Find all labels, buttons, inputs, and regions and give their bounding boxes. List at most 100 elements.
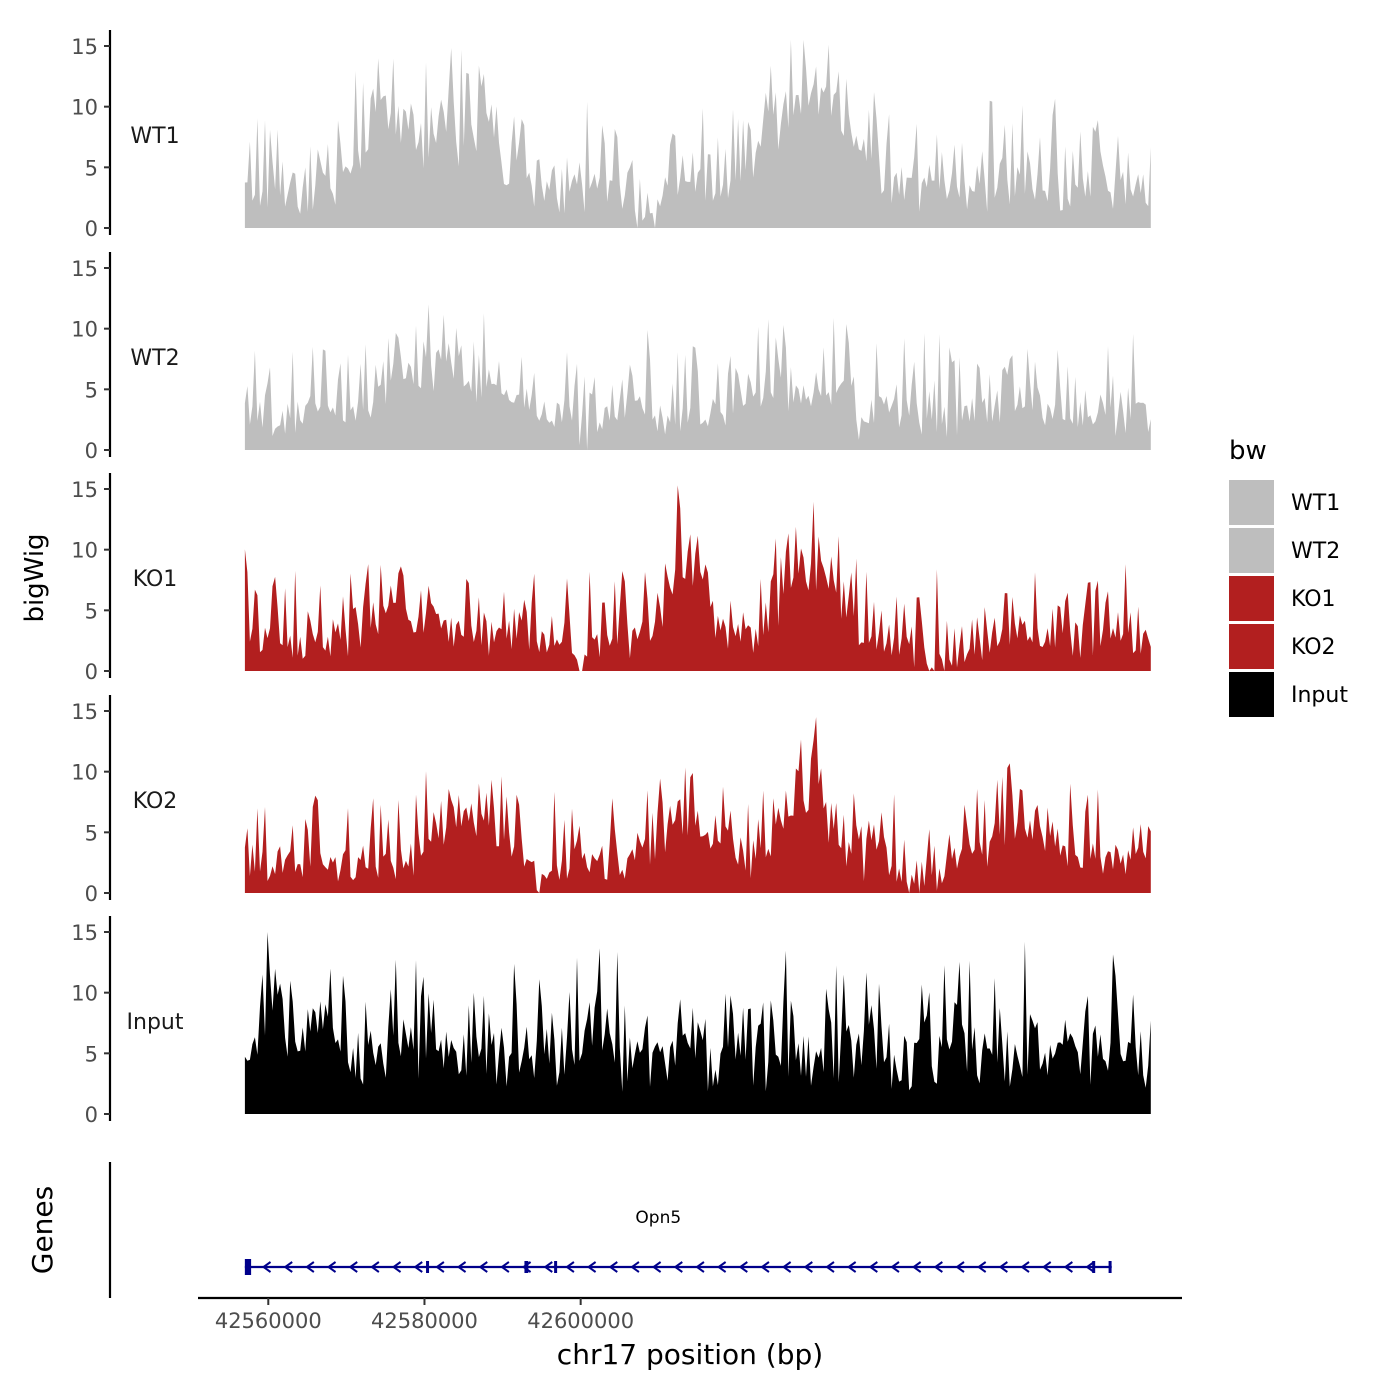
strand-arrow (955, 1261, 965, 1273)
strand-arrow (1063, 1261, 1073, 1273)
x-axis-title: chr17 position (bp) (557, 1338, 823, 1371)
y-tick-label: 10 (71, 761, 98, 785)
track-wt2: 0 5 10 15 WT2 (71, 252, 1151, 463)
y-tick-label: 0 (85, 439, 98, 463)
legend-swatch-wt1 (1229, 480, 1274, 525)
strand-arrow (305, 1261, 315, 1273)
gene-name-label: Opn5 (635, 1208, 681, 1228)
x-axis: chr17 position (bp) 42560000 42580000 4260… (198, 1296, 1182, 1371)
strand-arrow (738, 1261, 748, 1273)
strand-arrow (1085, 1261, 1095, 1273)
strand-arrow (890, 1261, 900, 1273)
y-tick-label: 10 (71, 318, 98, 342)
y-tick-label: 5 (85, 156, 98, 180)
y-tick-label: 10 (71, 982, 98, 1006)
exon (1092, 1261, 1096, 1273)
track-input: 0 5 10 15 Input (71, 916, 1151, 1127)
y-tick-label: 0 (85, 1103, 98, 1127)
coverage-area (244, 932, 1151, 1114)
strand-arrow (326, 1261, 337, 1273)
exon (554, 1261, 558, 1273)
strand-arrow (651, 1261, 662, 1273)
exon (426, 1261, 430, 1273)
strand-arrow (435, 1261, 445, 1273)
y-tick-label: 15 (71, 700, 98, 724)
strand-arrow (608, 1261, 618, 1273)
track-wt1: 0 5 10 15 WT1 (71, 30, 1151, 241)
legend-swatch-wt2 (1229, 528, 1274, 573)
y-tick-label: 15 (71, 35, 98, 59)
legend-swatch-input (1229, 672, 1274, 717)
y-axis-title: bigWig (20, 533, 50, 622)
strand-arrow (716, 1261, 727, 1273)
strand-arrow (261, 1261, 272, 1273)
x-tick-label: 42560000 (215, 1309, 322, 1333)
legend-swatch-ko2 (1229, 624, 1274, 669)
y-tick-label: 5 (85, 1042, 98, 1066)
strand-arrow (500, 1261, 510, 1273)
y-tick-label: 0 (85, 660, 98, 684)
y-tick-label: 5 (85, 378, 98, 402)
strand-arrow (283, 1261, 293, 1273)
strand-arrow (348, 1261, 358, 1273)
y-tick-label: 15 (71, 257, 98, 281)
track-ko1: 0 5 10 15 KO1 (71, 473, 1151, 684)
genes-panel: Genes Opn5 (26, 1162, 1112, 1298)
legend-title: bw (1229, 436, 1267, 466)
strand-arrow (976, 1261, 987, 1273)
y-tick-label: 15 (71, 921, 98, 945)
x-tick-label: 42600000 (527, 1309, 634, 1333)
strand-arrow (846, 1261, 857, 1273)
legend: bw WT1 WT2 KO1 KO2 Input (1229, 436, 1348, 717)
legend-label-wt2: WT2 (1291, 539, 1340, 564)
genes-axis-title: Genes (26, 1186, 59, 1274)
track-label: KO1 (133, 567, 178, 592)
strand-arrow (911, 1261, 922, 1273)
strand-arrow (413, 1261, 423, 1273)
exon (524, 1261, 529, 1273)
strand-arrow (456, 1261, 467, 1273)
strand-arrow (630, 1261, 640, 1273)
y-tick-label: 10 (71, 96, 98, 120)
strand-arrow (760, 1261, 770, 1273)
legend-label-input: Input (1291, 683, 1348, 708)
x-tick-label: 42580000 (371, 1309, 478, 1333)
y-tick-label: 0 (85, 217, 98, 241)
strand-arrow (868, 1261, 878, 1273)
y-tick-label: 0 (85, 882, 98, 906)
coverage-area (244, 485, 1151, 671)
strand-arrow (586, 1261, 597, 1273)
exon (244, 1259, 252, 1275)
strand-arrow (781, 1261, 792, 1273)
strand-arrow (478, 1261, 488, 1273)
exon (1108, 1261, 1112, 1273)
strand-arrow (803, 1261, 813, 1273)
strand-arrow (370, 1261, 380, 1273)
track-label: Input (127, 1010, 184, 1035)
track-panels: 0 5 10 15 WT1 0 5 10 15 WT2 0 5 10 15 KO1 0 5 10 15 KO2 0 5 10… (71, 30, 1151, 1127)
strand-arrow (1020, 1261, 1030, 1273)
strand-arrow (998, 1261, 1008, 1273)
strand-arrow (1041, 1261, 1052, 1273)
track-ko2: 0 5 10 15 KO2 (71, 695, 1151, 906)
y-tick-label: 5 (85, 821, 98, 845)
strand-arrow (695, 1261, 705, 1273)
y-tick-label: 5 (85, 599, 98, 623)
coverage-area (244, 39, 1151, 229)
track-label: WT1 (130, 124, 179, 149)
legend-label-ko2: KO2 (1291, 635, 1336, 660)
legend-label-ko1: KO1 (1291, 587, 1336, 612)
strand-arrow (543, 1261, 553, 1273)
coverage-area (244, 717, 1151, 893)
track-label: WT2 (130, 346, 179, 371)
legend-swatch-ko1 (1229, 576, 1274, 621)
strand-arrow (825, 1261, 835, 1273)
strand-arrow (565, 1261, 575, 1273)
strand-arrow (673, 1261, 683, 1273)
coverage-area (244, 304, 1151, 450)
strand-arrow (933, 1261, 943, 1273)
y-tick-label: 15 (71, 478, 98, 502)
strand-arrow (391, 1261, 402, 1273)
